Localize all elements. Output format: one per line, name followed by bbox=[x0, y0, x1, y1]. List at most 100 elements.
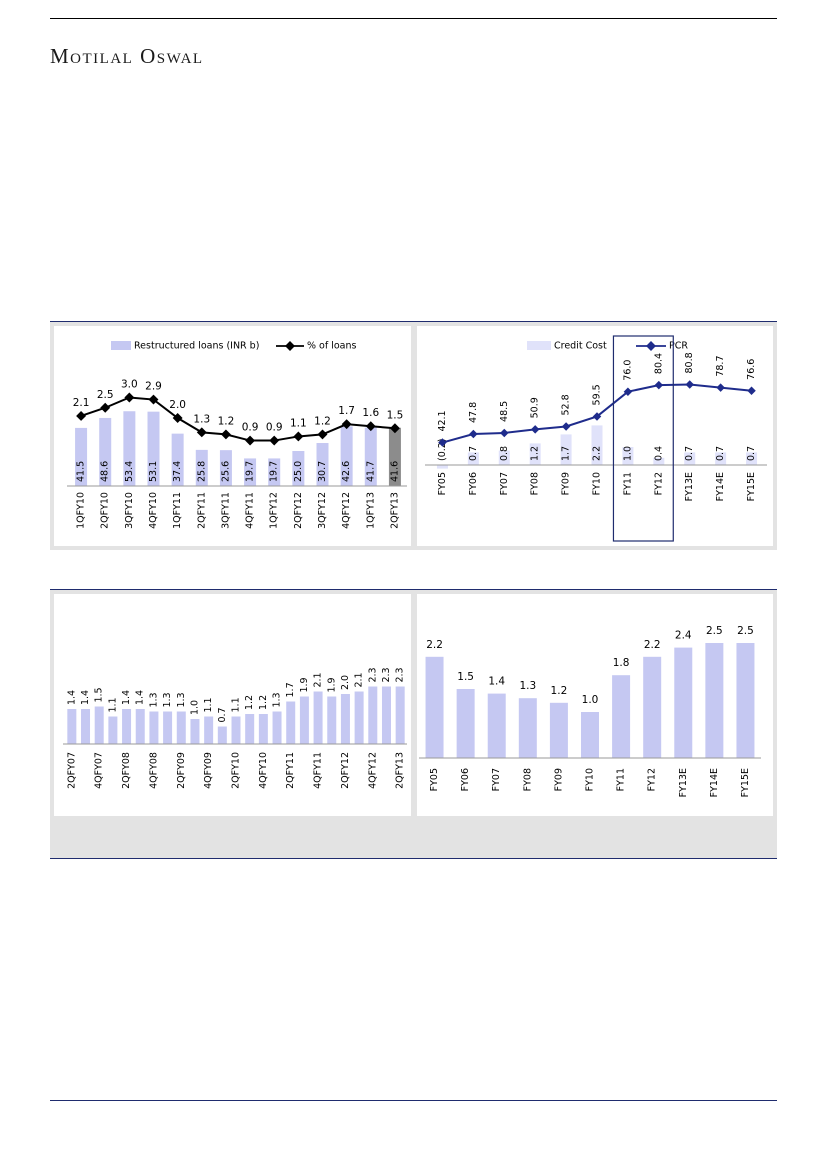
bar-fy15e bbox=[736, 643, 755, 758]
bar-label-4qfy12: 42.6 bbox=[341, 461, 352, 482]
bar-label-4qfy07: 1.5 bbox=[94, 687, 105, 702]
x-tick-1qfy11: 1QFY11 bbox=[172, 492, 183, 529]
x-tick-1qfy13: 1QFY13 bbox=[365, 492, 376, 529]
bar-3qfy10 bbox=[123, 411, 136, 486]
x-tick-fy14e: FY14E bbox=[709, 768, 720, 797]
bar-4qfy08 bbox=[149, 711, 159, 744]
pct-label-4qfy10: 2.9 bbox=[145, 381, 162, 393]
x-tick-fy05: FY05 bbox=[437, 472, 448, 495]
bar-label-2qfy07: 1.4 bbox=[66, 690, 77, 705]
bar-label-fy05: 2.2 bbox=[426, 639, 443, 651]
bar-label-4qfy11: 19.7 bbox=[245, 461, 256, 482]
bar-label-3qfy11: 1.9 bbox=[299, 677, 310, 692]
chart4-x-ticks: FY05 FY06 FY07 FY08 FY09 FY10 FY11 FY12 FY13E FY1… bbox=[429, 768, 751, 797]
bar-fy06 bbox=[456, 689, 475, 758]
x-tick-fy09: FY09 bbox=[553, 768, 564, 791]
bar-label-1qfy13: 41.7 bbox=[365, 461, 376, 482]
legend-marker-pcr bbox=[646, 341, 656, 351]
pcr-point-fy13e bbox=[685, 380, 694, 389]
bar-label-1qfy13: 2.3 bbox=[381, 667, 392, 682]
chart3-bars: 1.4 1.4 1.51.1 1.4 1.4 1.3 1.3 1.3 1.0 1.10.71.1 1… bbox=[66, 667, 406, 744]
bar-label-fy11: 1.0 bbox=[622, 446, 633, 461]
pcr-label-fy06: 47.8 bbox=[468, 402, 479, 423]
bar-label-3qfy08: 1.4 bbox=[135, 690, 146, 705]
chart4-bars: 2.2 1.5 1.4 1.3 1.2 1.0 1.8 2.2 2.4 2.5 2.5 bbox=[425, 625, 755, 758]
x-tick-2qfy07: 2QFY07 bbox=[66, 752, 77, 789]
x-tick-2qfy10: 2QFY10 bbox=[231, 752, 242, 789]
x-tick-2qfy13: 2QFY13 bbox=[389, 492, 400, 529]
chart1-x-ticks: 1QFY10 2QFY10 3QFY10 4QFY10 1QFY11 2QFY11 3QFY… bbox=[76, 492, 401, 529]
pcr-label-fy09: 52.8 bbox=[561, 394, 572, 415]
x-tick-2qfy10: 2QFY10 bbox=[100, 492, 111, 529]
x-tick-fy15e: FY15E bbox=[746, 472, 757, 501]
bar-label-2qfy13: 2.3 bbox=[395, 667, 406, 682]
quarterly-ratio-svg: 1.4 1.4 1.51.1 1.4 1.4 1.3 1.3 1.3 1.0 1.10.71.1 1… bbox=[63, 667, 407, 789]
legend-swatch-restructured-loans bbox=[111, 341, 131, 350]
x-tick-fy07: FY07 bbox=[499, 472, 510, 495]
bar-4qfy09 bbox=[204, 716, 214, 744]
bar-fy12 bbox=[653, 457, 665, 465]
pct-point-3qfy12 bbox=[317, 429, 328, 440]
bar-2qfy13 bbox=[388, 427, 401, 486]
bar-label-3qfy12: 30.7 bbox=[317, 461, 328, 482]
bar-label-3qfy10: 53.4 bbox=[124, 461, 135, 482]
bar-2qfy12 bbox=[292, 451, 305, 486]
bar-fy15e bbox=[746, 452, 758, 465]
chart1-bars: 41.5 48.6 53.4 53.1 37.4 25.8 25.6 19.7 19.7 25.0… bbox=[75, 411, 401, 486]
bar-label-4qfy10: 1.2 bbox=[258, 695, 269, 710]
pct-point-3qfy10 bbox=[124, 392, 135, 403]
bar-fy05 bbox=[425, 656, 444, 758]
pcr-point-fy06 bbox=[469, 429, 478, 439]
bar-1qfy12 bbox=[268, 458, 281, 486]
x-tick-3qfy12: 3QFY12 bbox=[317, 492, 328, 529]
bar-2qfy12 bbox=[340, 694, 350, 744]
bar-label-fy11: 1.8 bbox=[613, 657, 630, 669]
bar-3qfy12 bbox=[354, 691, 364, 744]
bar-label-1qfy11: 37.4 bbox=[172, 461, 183, 482]
bar-fy10 bbox=[591, 425, 603, 465]
chart3-x-ticks: 2QFY07 4QFY07 2QFY08 4QFY08 2QFY09 4QFY09 2QFY… bbox=[66, 752, 405, 789]
bar-1qfy13 bbox=[381, 686, 391, 744]
bar-fy07 bbox=[487, 693, 506, 758]
pct-label-1qfy10: 2.1 bbox=[73, 397, 90, 409]
bottom-chart-panel: 1.4 1.4 1.5 1.1 1.4 1.4 1.3 1.3 1.3 1.0 1.1 0.7 1.1 1… bbox=[50, 589, 777, 859]
bar-label-fy14e: 0.7 bbox=[715, 446, 726, 461]
bar-label-fy10: 2.2 bbox=[592, 446, 603, 461]
bar-label-4qfy12: 2.3 bbox=[367, 667, 378, 682]
bar-fy12 bbox=[643, 656, 662, 758]
header-rule bbox=[50, 18, 777, 19]
quarterly-ratio-chart: 1.4 1.4 1.5 1.1 1.4 1.4 1.3 1.3 1.3 1.0 1.1 0.7 1.1 1… bbox=[54, 594, 411, 816]
bar-label-fy08: 1.2 bbox=[530, 446, 541, 461]
pct-point-1qfy10 bbox=[76, 411, 87, 421]
bar-1qfy12 bbox=[327, 696, 337, 744]
bar-fy08 bbox=[529, 443, 541, 465]
x-tick-4qfy12: 4QFY12 bbox=[341, 492, 352, 529]
pcr-label-fy15e: 76.6 bbox=[746, 359, 757, 380]
bar-label-fy15e: 2.5 bbox=[737, 625, 754, 637]
legend-label-pcr: PCR bbox=[669, 341, 688, 352]
legend-label-credit-cost: Credit Cost bbox=[554, 341, 607, 352]
pct-point-4qfy10 bbox=[148, 394, 159, 405]
bar-fy10 bbox=[581, 712, 599, 758]
bar-label-fy06: 1.5 bbox=[457, 671, 474, 683]
bar-fy09 bbox=[560, 434, 572, 465]
x-tick-fy05: FY05 bbox=[429, 768, 440, 791]
x-tick-fy12: FY12 bbox=[653, 472, 664, 495]
bar-label-2qfy12: 2.0 bbox=[340, 675, 351, 690]
bar-4qfy12 bbox=[368, 686, 378, 744]
bar-3qfy11 bbox=[299, 696, 309, 744]
bar-4qfy10 bbox=[147, 411, 160, 486]
legend-swatch-credit-cost bbox=[527, 341, 551, 350]
bar-fy05 bbox=[436, 465, 448, 469]
footer-rule bbox=[50, 1100, 777, 1101]
x-tick-4qfy12: 4QFY12 bbox=[367, 752, 378, 789]
x-tick-fy13e: FY13E bbox=[678, 768, 689, 797]
bar-1qfy09 bbox=[163, 711, 173, 744]
chart2-legend: Credit Cost PCR bbox=[527, 341, 688, 352]
bar-2qfy13 bbox=[395, 686, 405, 744]
bar-label-fy06: 0.7 bbox=[468, 446, 479, 461]
pcr-point-fy12 bbox=[654, 380, 664, 390]
pct-label-2qfy12: 1.1 bbox=[290, 417, 307, 429]
pct-label-1qfy11: 2.0 bbox=[169, 399, 186, 411]
